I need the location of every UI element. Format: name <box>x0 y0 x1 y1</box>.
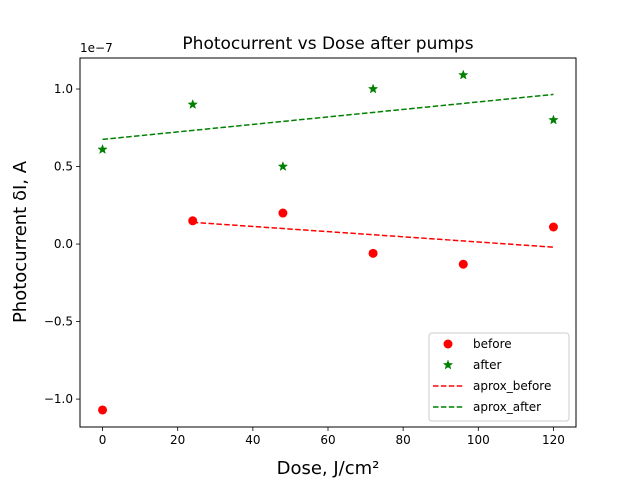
series-after-point <box>187 98 198 109</box>
y-tick-label: −0.5 <box>44 315 73 329</box>
x-axis-label: Dose, J/cm² <box>277 458 380 479</box>
series-after-point <box>548 114 559 125</box>
x-tick-label: 100 <box>467 433 490 447</box>
series-before-point <box>368 248 378 258</box>
series-before-point <box>458 259 468 269</box>
legend-swatch-after <box>442 359 454 370</box>
legend-swatch-before <box>443 339 453 349</box>
series-after-point <box>458 69 469 80</box>
x-axis: 0 20 40 60 80 100 120 <box>99 427 565 447</box>
series-after-point <box>367 83 379 94</box>
x-tick-label: 120 <box>542 433 565 447</box>
y-tick-label: 0.5 <box>54 160 73 174</box>
y-tick-label: 0.0 <box>54 237 73 251</box>
legend-label-after: after <box>473 358 501 372</box>
x-tick-label: 80 <box>396 433 411 447</box>
y-tick-label: −1.0 <box>44 392 73 406</box>
series-after-point <box>97 143 108 154</box>
x-tick-label: 20 <box>170 433 185 447</box>
legend-label-aprox-before: aprox_before <box>473 379 551 393</box>
series-before-point <box>188 216 198 226</box>
series-before-point <box>548 222 558 232</box>
series-layer <box>97 69 559 415</box>
legend-label-aprox-after: aprox_after <box>473 400 541 414</box>
x-tick-label: 40 <box>245 433 260 447</box>
y-tick-label: 1.0 <box>54 82 73 96</box>
legend-box <box>428 332 570 422</box>
series-before-point <box>278 208 288 218</box>
series-aprox-before-line <box>192 221 554 248</box>
chart-title: Photocurrent vs Dose after pumps <box>182 34 473 54</box>
y-axis: −1.0 −0.5 0.0 0.5 1.0 <box>44 82 80 406</box>
y-axis-label: Photocurrent δI, A <box>10 160 31 323</box>
series-before-point <box>98 405 108 415</box>
series-after-point <box>277 161 289 171</box>
x-tick-label: 60 <box>320 433 335 447</box>
legend-label-before: before <box>473 337 512 351</box>
legend: before after aprox_before aprox_after <box>428 332 570 422</box>
y-offset-label: 1e−7 <box>80 41 113 55</box>
series-aprox-after-line <box>102 93 554 141</box>
x-tick-label: 0 <box>99 433 107 447</box>
